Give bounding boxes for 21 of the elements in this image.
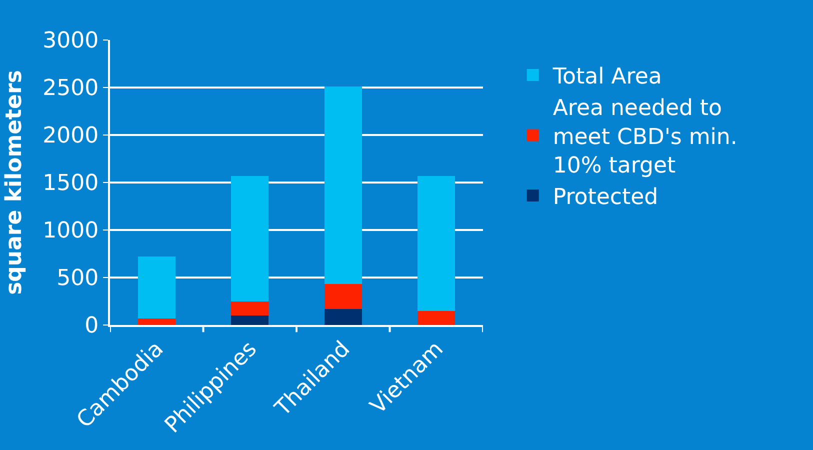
bar [324, 86, 362, 284]
y-axis-title: square kilometers [2, 70, 27, 295]
y-tick-label: 0 [84, 314, 99, 339]
legend-label: Total Area [552, 64, 662, 90]
bar [418, 310, 456, 325]
bar [324, 284, 362, 309]
bar [231, 176, 269, 302]
legend-label: Area needed to meet CBD's min. 10% target [552, 96, 738, 178]
bar [231, 301, 269, 316]
bar [231, 316, 269, 325]
y-tick-label: 3000 [42, 28, 99, 54]
y-tick-label: 500 [56, 266, 99, 292]
y-tick-label: 2500 [42, 76, 99, 102]
y-tick-label: 2000 [42, 124, 99, 149]
bar [324, 308, 362, 325]
y-tick-label: 1500 [42, 171, 99, 196]
bar [418, 176, 456, 311]
bar [138, 256, 176, 318]
bar [138, 318, 176, 325]
legend-label: Protected [552, 185, 658, 210]
y-tick-label: 1000 [42, 218, 99, 244]
